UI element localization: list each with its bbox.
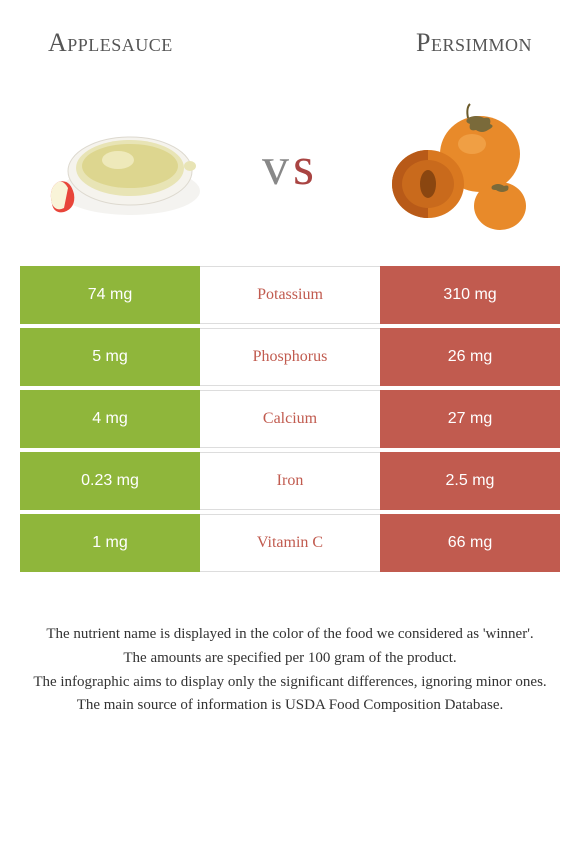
table-row: 4 mgCalcium27 mg	[20, 390, 560, 448]
vs-label: vs	[262, 135, 318, 197]
left-value: 0.23 mg	[20, 452, 200, 510]
right-value: 66 mg	[380, 514, 560, 572]
left-value: 4 mg	[20, 390, 200, 448]
table-row: 0.23 mgIron2.5 mg	[20, 452, 560, 510]
nutrient-label: Phosphorus	[200, 328, 380, 386]
left-value: 74 mg	[20, 266, 200, 324]
footer-line: The nutrient name is displayed in the co…	[28, 624, 552, 646]
right-value: 310 mg	[380, 266, 560, 324]
nutrient-label: Potassium	[200, 266, 380, 324]
left-value: 1 mg	[20, 514, 200, 572]
table-row: 5 mgPhosphorus26 mg	[20, 328, 560, 386]
right-value: 2.5 mg	[380, 452, 560, 510]
left-value: 5 mg	[20, 328, 200, 386]
header: Applesauce Persimmon	[0, 0, 580, 68]
nutrient-label: Vitamin C	[200, 514, 380, 572]
right-value: 27 mg	[380, 390, 560, 448]
images-row: vs	[0, 68, 580, 266]
footer-line: The infographic aims to display only the…	[28, 672, 552, 694]
footer-line: The amounts are specified per 100 gram o…	[28, 648, 552, 670]
applesauce-image	[40, 96, 210, 236]
nutrient-label: Iron	[200, 452, 380, 510]
nutrient-label: Calcium	[200, 390, 380, 448]
table-row: 1 mgVitamin C66 mg	[20, 514, 560, 572]
persimmon-image	[370, 96, 540, 236]
left-food-title: Applesauce	[48, 28, 173, 58]
table-row: 74 mgPotassium310 mg	[20, 266, 560, 324]
right-food-title: Persimmon	[416, 28, 532, 58]
footer-notes: The nutrient name is displayed in the co…	[0, 576, 580, 717]
footer-line: The main source of information is USDA F…	[28, 695, 552, 717]
right-value: 26 mg	[380, 328, 560, 386]
comparison-table: 74 mgPotassium310 mg5 mgPhosphorus26 mg4…	[20, 266, 560, 572]
